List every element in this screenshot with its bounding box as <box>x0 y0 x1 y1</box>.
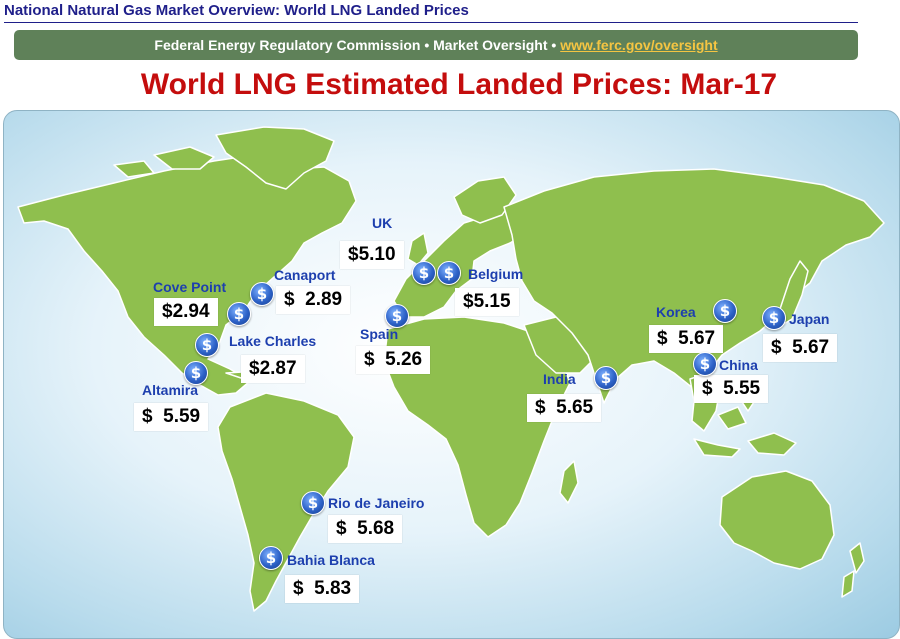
dollar-coin-icon[interactable]: $ <box>385 304 409 328</box>
terminal-label-india: India <box>543 371 576 387</box>
map-title: World LNG Estimated Landed Prices: Mar-1… <box>140 68 778 101</box>
terminal-label-lake-charles: Lake Charles <box>229 333 317 349</box>
terminal-price-canaport: $ 2.89 <box>276 286 351 314</box>
dollar-coin-icon[interactable]: $ <box>713 299 737 323</box>
dollar-coin-icon[interactable]: $ <box>227 302 251 326</box>
terminal-price-uk: $5.10 <box>340 241 404 269</box>
banner-text: Federal Energy Regulatory Commission • M… <box>154 37 561 53</box>
terminal-label-uk: UK <box>372 215 393 231</box>
header-divider <box>4 22 858 23</box>
terminal-label-cove-point: Cove Point <box>153 279 227 295</box>
terminal-price-india: $ 5.65 <box>527 394 602 422</box>
dollar-coin-icon[interactable]: $ <box>693 352 717 376</box>
terminal-price-korea: $ 5.67 <box>649 325 724 353</box>
terminal-label-canaport: Canaport <box>274 267 336 283</box>
africa-landmass <box>383 316 571 538</box>
madagascar-landmass <box>559 460 579 504</box>
terminal-price-bahia-blanca: $ 5.83 <box>285 575 360 603</box>
terminal-price-cove-point: $2.94 <box>154 298 218 326</box>
terminal-label-altamira: Altamira <box>142 382 199 398</box>
terminal-label-belgium: Belgium <box>468 266 524 282</box>
terminal-price-rio-de-janeiro: $ 5.68 <box>328 515 403 543</box>
greenland-landmass <box>215 126 335 190</box>
terminal-label-china: China <box>719 357 758 373</box>
page-header-title: National Natural Gas Market Overview: Wo… <box>4 2 469 19</box>
terminal-price-lake-charles: $2.87 <box>241 355 305 383</box>
asia-landmass <box>503 168 885 404</box>
terminal-price-altamira: $ 5.59 <box>134 403 209 431</box>
arctic-islands-landmass <box>113 146 215 178</box>
terminal-label-rio-de-janeiro: Rio de Janeiro <box>328 495 425 511</box>
terminal-label-korea: Korea <box>656 304 696 320</box>
south-america-landmass <box>217 392 355 612</box>
indonesia-landmass <box>693 406 797 458</box>
terminal-price-china: $ 5.55 <box>694 375 769 403</box>
dollar-coin-icon[interactable]: $ <box>594 366 618 390</box>
dollar-coin-icon[interactable]: $ <box>250 282 274 306</box>
terminal-price-spain: $ 5.26 <box>356 346 431 374</box>
dollar-coin-icon[interactable]: $ <box>184 361 208 385</box>
agency-banner: Federal Energy Regulatory Commission • M… <box>14 30 858 60</box>
terminal-label-japan: Japan <box>789 311 830 327</box>
terminal-price-japan: $ 5.67 <box>763 334 838 362</box>
dollar-coin-icon[interactable]: $ <box>437 261 461 285</box>
dollar-coin-icon[interactable]: $ <box>195 333 219 357</box>
dollar-coin-icon[interactable]: $ <box>412 261 436 285</box>
new-zealand-landmass <box>841 542 865 598</box>
terminal-label-spain: Spain <box>360 326 399 342</box>
world-map-landmass <box>17 126 885 612</box>
dollar-coin-icon[interactable]: $ <box>259 546 283 570</box>
australia-landmass <box>719 470 835 570</box>
terminal-price-belgium: $5.15 <box>455 288 519 316</box>
world-map-panel <box>3 110 900 639</box>
dollar-coin-icon[interactable]: $ <box>301 491 325 515</box>
british-isles-landmass <box>407 232 429 266</box>
terminal-label-bahia-blanca: Bahia Blanca <box>287 552 375 568</box>
ferc-oversight-link[interactable]: www.ferc.gov/oversight <box>560 37 718 53</box>
dollar-coin-icon[interactable]: $ <box>762 306 786 330</box>
